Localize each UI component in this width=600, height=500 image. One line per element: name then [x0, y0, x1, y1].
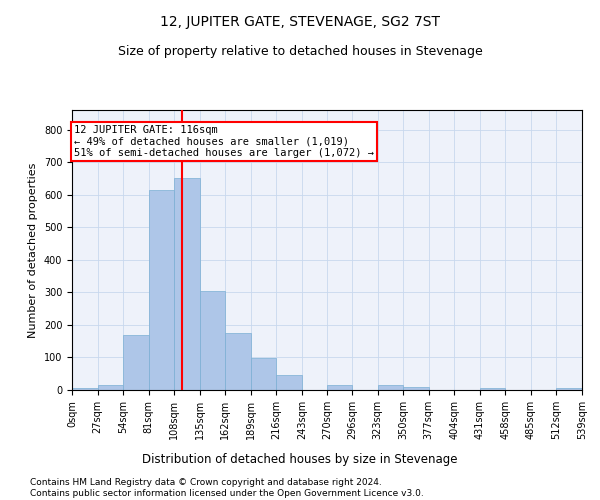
Text: Distribution of detached houses by size in Stevenage: Distribution of detached houses by size … [142, 452, 458, 466]
Bar [328, 385, 352, 390]
Text: Size of property relative to detached houses in Stevenage: Size of property relative to detached ho… [118, 45, 482, 58]
Bar [403, 386, 429, 390]
Bar [251, 358, 277, 390]
Bar [556, 388, 582, 390]
Bar [225, 333, 251, 390]
Bar [98, 385, 123, 390]
Y-axis label: Number of detached properties: Number of detached properties [28, 162, 38, 338]
Text: 12 JUPITER GATE: 116sqm
← 49% of detached houses are smaller (1,019)
51% of semi: 12 JUPITER GATE: 116sqm ← 49% of detache… [74, 124, 374, 158]
Text: 12, JUPITER GATE, STEVENAGE, SG2 7ST: 12, JUPITER GATE, STEVENAGE, SG2 7ST [160, 15, 440, 29]
Bar [123, 334, 149, 390]
Text: Contains HM Land Registry data © Crown copyright and database right 2024.
Contai: Contains HM Land Registry data © Crown c… [30, 478, 424, 498]
Bar [480, 388, 505, 390]
Bar [377, 385, 403, 390]
Bar [72, 388, 98, 390]
Bar [149, 190, 174, 390]
Bar [174, 178, 200, 390]
Bar [200, 290, 225, 390]
Bar [277, 376, 302, 390]
